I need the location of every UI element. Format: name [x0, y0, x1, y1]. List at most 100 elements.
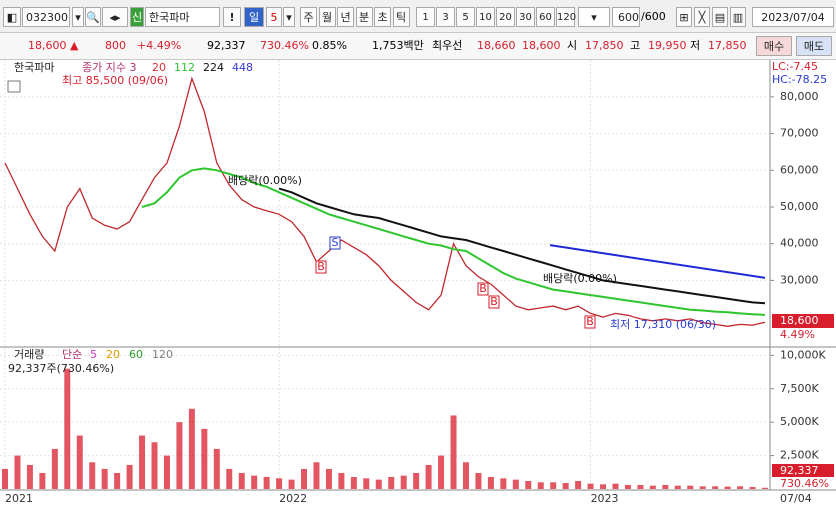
volume-bar — [375, 479, 382, 489]
volume-bar — [251, 475, 258, 489]
date-input[interactable]: 2023/07/04 — [752, 7, 834, 27]
unit-button[interactable]: 월 — [318, 7, 336, 27]
last-price-box — [772, 314, 834, 328]
count-button[interactable]: 20 — [496, 7, 515, 27]
price-line — [4, 76, 766, 327]
quote-bar: 18,600 ▲ 800 +4.49% 92,337 730.46% 0.85%… — [0, 33, 836, 60]
count-button[interactable]: 5 — [456, 7, 475, 27]
volume-bar — [2, 468, 8, 489]
volume-bar — [425, 464, 432, 489]
price: 18,600 ▲ — [28, 39, 79, 52]
count-button[interactable]: 10 — [476, 7, 495, 27]
name-input[interactable]: 한국파마 — [145, 7, 220, 27]
x-tick-label: 2021 — [5, 492, 33, 505]
y-tick-label: 70,000 — [780, 127, 819, 140]
volume-bar — [562, 482, 569, 489]
signal-box — [315, 260, 327, 274]
sound[interactable]: ◂▸ — [102, 7, 128, 27]
last-volume: 92,337 — [780, 464, 819, 477]
legend-entry: 448 — [232, 61, 253, 74]
volume-bar — [39, 472, 46, 489]
open-label: 시 — [567, 39, 578, 52]
change: 800 — [105, 39, 126, 52]
volume-bar — [276, 478, 283, 489]
unit-button[interactable]: 틱 — [392, 7, 410, 27]
volume-bar — [687, 485, 694, 489]
high: 19,950 — [648, 39, 687, 52]
count-button[interactable]: 120 — [556, 7, 576, 27]
legend-entry: 224 — [203, 61, 224, 74]
best-label: 최우선 — [432, 39, 463, 52]
signal-label: B — [479, 282, 487, 295]
volume-bar — [325, 468, 332, 489]
sell-button[interactable]: 매도 — [796, 36, 832, 56]
panel-subtitle: 종가 지수 3 — [82, 61, 136, 74]
volume-bar — [525, 480, 532, 489]
volume-bar — [263, 476, 270, 489]
volume-info: 92,337주(730.46%) — [8, 362, 114, 375]
volume-bar — [201, 428, 208, 489]
volume-bar — [64, 368, 71, 489]
period-n[interactable]: 5 — [266, 7, 282, 27]
volume-title: 거래량 — [14, 348, 44, 361]
dropdown[interactable]: ▾ — [283, 7, 295, 27]
volume-bar — [338, 472, 345, 489]
volume-bar — [712, 486, 719, 489]
volume-bar — [637, 484, 644, 489]
unit-button[interactable]: 년 — [337, 7, 354, 27]
unit-button[interactable]: 초 — [374, 7, 391, 27]
volume-bar — [649, 485, 656, 489]
tool[interactable]: ▥ — [730, 7, 746, 27]
menu-icon[interactable]: ◧ — [3, 7, 21, 27]
tool[interactable]: ⊞ — [676, 7, 692, 27]
y-tick-label: 50,000 — [780, 200, 819, 213]
volume-bar — [550, 482, 557, 489]
y-tick-label: 10,000K — [780, 348, 826, 361]
view-total: /600 — [641, 10, 666, 23]
count-button[interactable]: 30 — [516, 7, 535, 27]
signal-box — [329, 236, 341, 250]
ask: 18,660 — [477, 39, 516, 52]
volume-bar — [487, 476, 494, 489]
volume-bar — [151, 442, 158, 489]
bid: 18,600 — [522, 39, 561, 52]
dropdown[interactable]: ▾ — [578, 7, 610, 27]
count-button[interactable]: 3 — [436, 7, 455, 27]
trend-line — [549, 244, 766, 279]
volume-bar — [238, 472, 245, 489]
period-day[interactable]: 일 — [244, 7, 264, 27]
last-volume-box — [772, 464, 834, 477]
volume-bar — [14, 455, 21, 489]
last-rate: 4.49% — [780, 328, 815, 341]
tool[interactable]: ▤ — [712, 7, 728, 27]
view-input[interactable]: 600 — [612, 7, 640, 27]
legend-entry: 5 — [90, 348, 97, 361]
volume-bar — [674, 485, 681, 489]
alert[interactable]: ! — [223, 7, 241, 27]
search[interactable]: 🔍 — [85, 7, 101, 27]
unit-button[interactable]: 분 — [355, 7, 373, 27]
annotation: 최고 85,500 (09/06) — [62, 74, 168, 87]
dropdown[interactable]: ▾ — [72, 7, 84, 27]
badge: 신 — [130, 7, 144, 27]
volume-bar — [176, 422, 183, 489]
legend-entry: 120 — [152, 348, 173, 361]
code-input[interactable]: 032300 — [22, 7, 70, 27]
volume-bar — [624, 484, 631, 489]
count-button[interactable]: 60 — [536, 7, 555, 27]
open: 17,850 — [585, 39, 624, 52]
unit-button[interactable]: 주 — [300, 7, 317, 27]
y-tick-label: 2,500K — [780, 449, 819, 462]
volume-rate: 730.46% — [260, 39, 309, 52]
volume-bar — [213, 448, 220, 489]
axis-info: HC:-78.25 — [772, 73, 827, 86]
volume-bar — [226, 468, 233, 489]
price-line — [141, 167, 766, 316]
buy-button[interactable]: 매수 — [756, 36, 792, 56]
count-button[interactable]: 1 — [416, 7, 435, 27]
panel-icon — [7, 80, 21, 93]
volume-bar — [749, 486, 756, 489]
tool[interactable]: ╳ — [694, 7, 710, 27]
volume-bar — [699, 486, 706, 489]
volume-bar — [762, 487, 768, 489]
